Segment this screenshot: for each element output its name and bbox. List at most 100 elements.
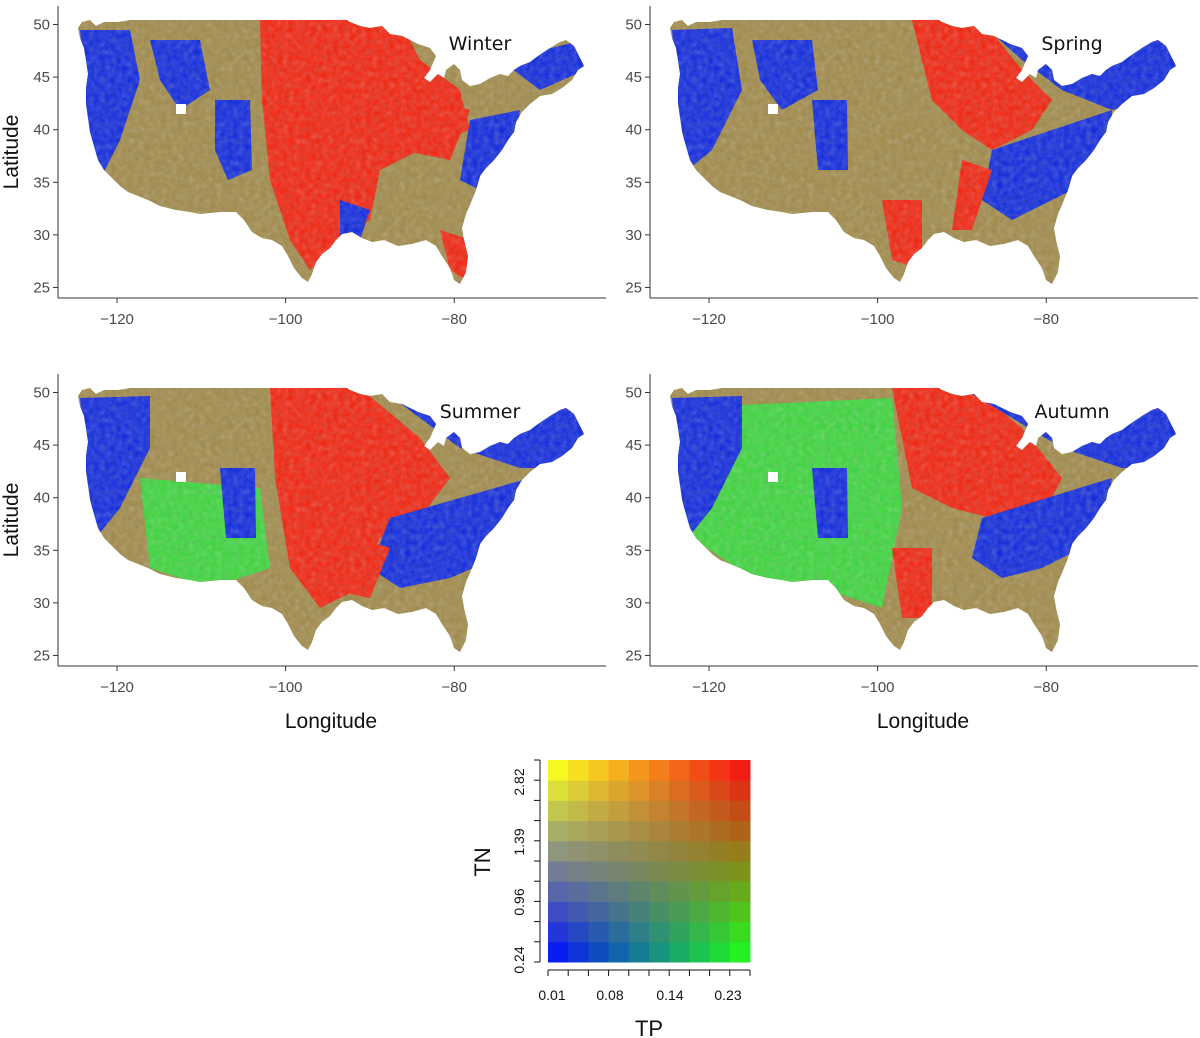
y-tick-label: 30 — [625, 227, 642, 244]
map-texture — [670, 16, 1176, 284]
legend-cell — [689, 760, 711, 781]
legend-cell — [568, 901, 589, 923]
legend-cell — [729, 881, 751, 902]
legend-cell — [709, 861, 731, 882]
y-tick-label: 30 — [33, 595, 50, 612]
y-tick-label: 50 — [33, 385, 50, 402]
legend-cell — [649, 780, 670, 801]
x-tick-label: −120 — [692, 311, 726, 328]
legend-cell — [649, 861, 670, 882]
legend-cell — [689, 780, 711, 801]
legend-cell — [729, 820, 751, 842]
legend-cell — [709, 800, 731, 822]
legend-cell — [709, 840, 731, 862]
legend-cell — [568, 921, 589, 943]
legend-cell — [608, 780, 630, 801]
map-panel-autumn: 25 30 35 40 45 50 −120 −100 −80 Autumn Longitude — [625, 374, 1198, 733]
legend-cell — [649, 921, 670, 943]
legend-cell — [669, 840, 690, 862]
y-tick-label: 30 — [625, 595, 642, 612]
map-panel-spring: 25 30 35 40 45 50 −120 −100 −80 Spring — [625, 6, 1198, 328]
x-axis-title: Longitude — [877, 710, 969, 733]
legend-cell — [568, 800, 589, 822]
legend-cell — [608, 840, 630, 862]
legend-cell — [568, 840, 589, 862]
legend-cell — [628, 820, 650, 842]
x-tick-label: −80 — [1034, 311, 1059, 328]
y-tick-label: 40 — [33, 490, 50, 507]
legend-cell — [628, 800, 650, 822]
legend-cell — [588, 760, 610, 781]
legend-cell — [608, 820, 630, 842]
legend-cell — [669, 820, 690, 842]
legend-cell — [649, 881, 670, 902]
season-label: Summer — [440, 401, 521, 423]
legend-cell — [669, 760, 690, 781]
y-tick-label: 25 — [33, 279, 50, 296]
map-panel-winter: 25 30 35 40 45 50 −120 −100 −80 Winter Latitude — [0, 6, 606, 328]
legend-cell — [548, 760, 569, 781]
map-panel-summer: 25 30 35 40 45 50 −120 −100 −80 Summer Latitude Lon… — [0, 374, 606, 733]
bivariate-legend: 0.24 0.96 1.39 2.82 0.01 0.08 0.14 0.23 TN TP — [470, 759, 751, 1038]
legend-cell — [709, 780, 731, 801]
nutrient-map — [78, 384, 584, 652]
y-tick-label: 40 — [625, 490, 642, 507]
legend-cell — [608, 941, 630, 963]
x-tick-label: −100 — [861, 679, 895, 696]
nutrient-map — [670, 384, 1176, 652]
legend-cell — [649, 941, 670, 963]
x-tick-label: −80 — [442, 679, 467, 696]
legend-y-title: TN — [470, 847, 495, 876]
x-tick-label: −80 — [442, 311, 467, 328]
x-tick-label: −120 — [100, 679, 134, 696]
legend-cell — [588, 820, 610, 842]
legend-cell — [588, 881, 610, 902]
legend-cell — [689, 921, 711, 943]
y-tick-label: 50 — [625, 385, 642, 402]
legend-cell — [628, 881, 650, 902]
legend-cell — [669, 941, 690, 963]
legend-cell — [588, 921, 610, 943]
y-tick-label: 35 — [625, 174, 642, 191]
legend-x-title: TP — [635, 1016, 663, 1038]
great-salt-lake — [176, 472, 186, 482]
x-tick-label: −100 — [861, 311, 895, 328]
legend-cell — [729, 800, 751, 822]
legend-cell — [709, 921, 731, 943]
legend-cell — [729, 861, 751, 882]
legend-cell — [548, 941, 569, 963]
legend-cell — [608, 881, 630, 902]
legend-cell — [568, 760, 589, 781]
legend-x-tick-label: 0.08 — [596, 987, 623, 1003]
legend-cell — [689, 820, 711, 842]
y-tick-label: 30 — [33, 227, 50, 244]
nutrient-map — [670, 16, 1176, 284]
legend-cell — [649, 800, 670, 822]
nutrient-map — [78, 16, 584, 284]
y-tick-label: 25 — [625, 647, 642, 664]
legend-cell — [588, 840, 610, 862]
legend-y-tick-label: 1.39 — [511, 828, 527, 855]
y-tick-label: 45 — [33, 437, 50, 454]
legend-cell — [568, 820, 589, 842]
legend-cell — [649, 760, 670, 781]
y-tick-label: 50 — [625, 17, 642, 34]
legend-cell — [709, 901, 731, 923]
legend-y-tick-label: 0.24 — [511, 946, 527, 973]
legend-cell — [689, 941, 711, 963]
legend-cell — [548, 921, 569, 943]
legend-cell — [568, 941, 589, 963]
legend-cell — [729, 941, 751, 963]
great-salt-lake — [176, 104, 186, 114]
legend-cell — [669, 901, 690, 923]
x-tick-label: −100 — [269, 679, 303, 696]
legend-cell — [568, 881, 589, 902]
legend-cell — [568, 861, 589, 882]
legend-y-tick-label: 2.82 — [511, 768, 527, 795]
y-tick-label: 45 — [625, 69, 642, 86]
legend-cell — [649, 820, 670, 842]
y-tick-label: 40 — [33, 122, 50, 139]
legend-cell — [689, 840, 711, 862]
season-label: Spring — [1041, 33, 1102, 55]
